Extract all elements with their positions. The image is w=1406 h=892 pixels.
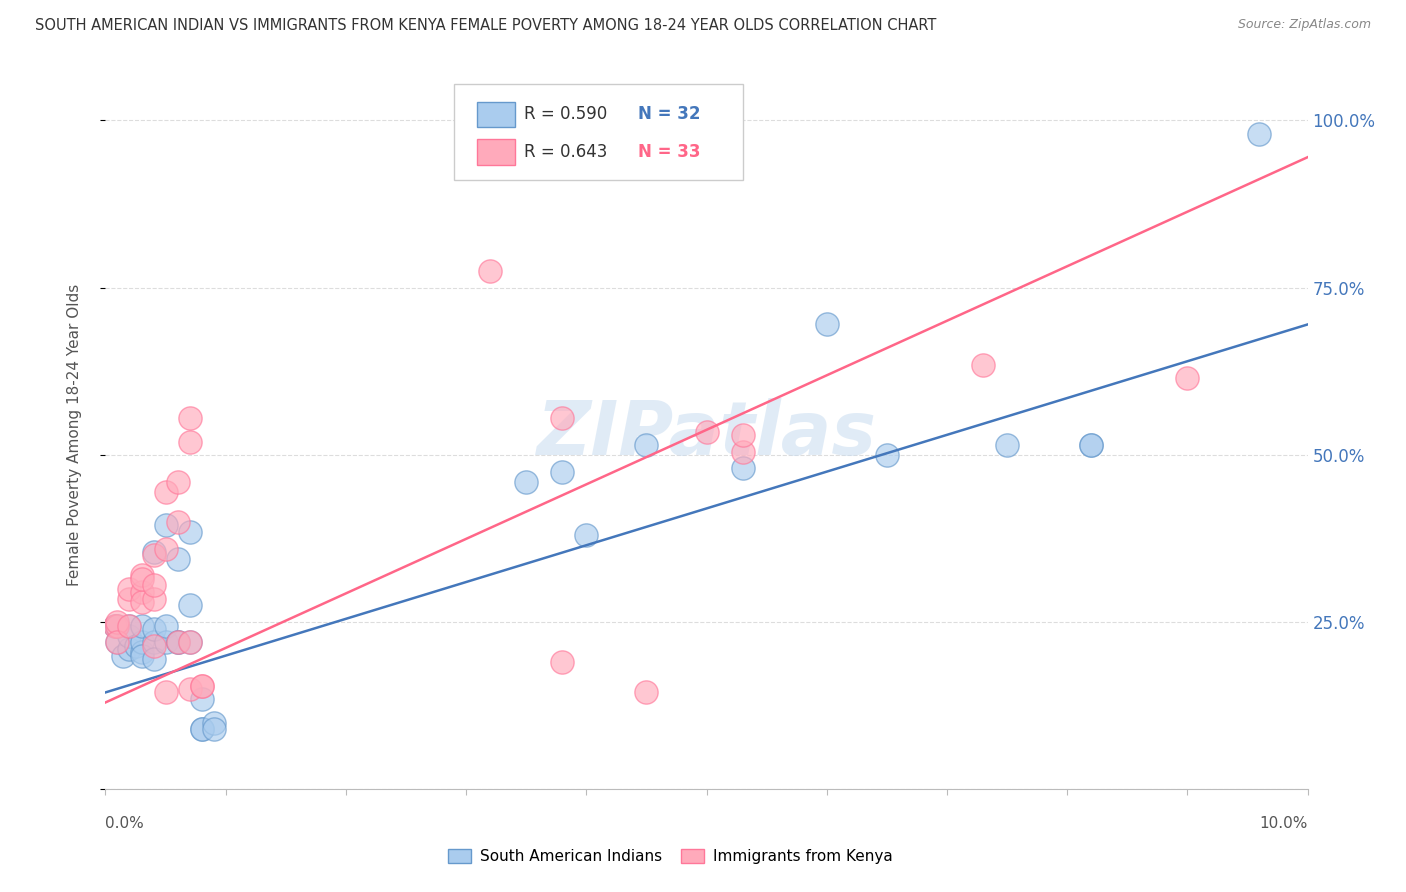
Point <box>179 434 201 449</box>
Point <box>179 682 201 697</box>
Point <box>104 618 127 632</box>
Point <box>131 648 153 663</box>
Point <box>142 578 165 592</box>
Point <box>155 541 177 556</box>
Point <box>731 461 754 475</box>
Point <box>190 723 212 737</box>
Point <box>166 551 188 566</box>
Point <box>118 618 141 632</box>
Point <box>479 264 502 278</box>
Point <box>179 524 201 539</box>
Point <box>972 358 994 372</box>
Point <box>731 428 754 442</box>
Text: Source: ZipAtlas.com: Source: ZipAtlas.com <box>1237 18 1371 31</box>
Point <box>636 438 658 452</box>
Point <box>118 582 141 596</box>
Point <box>131 585 153 599</box>
Point <box>179 411 201 425</box>
Text: R = 0.590: R = 0.590 <box>524 105 607 123</box>
Point <box>107 618 129 632</box>
Point <box>179 635 201 649</box>
Point <box>166 635 188 649</box>
Point <box>107 618 129 632</box>
Point <box>876 448 898 462</box>
Point <box>551 411 574 425</box>
Point <box>107 615 129 630</box>
FancyBboxPatch shape <box>477 102 516 127</box>
Point <box>142 545 165 559</box>
Point <box>1080 438 1102 452</box>
Point <box>107 635 129 649</box>
Point <box>124 639 146 653</box>
Point <box>166 475 188 489</box>
Point <box>190 679 212 693</box>
Point <box>118 629 141 643</box>
Point <box>179 635 201 649</box>
FancyBboxPatch shape <box>477 139 516 165</box>
Point <box>190 692 212 706</box>
FancyBboxPatch shape <box>454 84 742 179</box>
Point <box>142 622 165 636</box>
Point <box>166 515 188 529</box>
Point <box>696 425 718 439</box>
Point <box>202 723 225 737</box>
Point <box>155 618 177 632</box>
Point <box>166 635 188 649</box>
Point <box>190 679 212 693</box>
Y-axis label: Female Poverty Among 18-24 Year Olds: Female Poverty Among 18-24 Year Olds <box>67 284 82 586</box>
Point <box>131 572 153 586</box>
Point <box>166 635 188 649</box>
Point <box>131 568 153 582</box>
Point <box>636 685 658 699</box>
Text: R = 0.643: R = 0.643 <box>524 143 607 161</box>
Point <box>190 723 212 737</box>
Point <box>515 475 537 489</box>
Point <box>155 518 177 533</box>
Point <box>575 528 598 542</box>
Point <box>995 438 1018 452</box>
Point <box>142 652 165 666</box>
Point <box>1249 127 1271 141</box>
Point <box>155 685 177 699</box>
Point <box>155 484 177 499</box>
Point <box>104 618 127 632</box>
Point <box>142 548 165 563</box>
Point <box>131 635 153 649</box>
Text: 0.0%: 0.0% <box>105 816 145 831</box>
Point <box>551 465 574 479</box>
Point <box>731 444 754 458</box>
Point <box>155 635 177 649</box>
Point <box>551 655 574 669</box>
Legend: South American Indians, Immigrants from Kenya: South American Indians, Immigrants from … <box>441 843 898 871</box>
Point <box>118 642 141 657</box>
Text: ZIPatlas: ZIPatlas <box>537 399 876 471</box>
Text: 10.0%: 10.0% <box>1260 816 1308 831</box>
Point <box>118 591 141 606</box>
Point <box>107 635 129 649</box>
Point <box>202 715 225 730</box>
Point <box>142 639 165 653</box>
Point <box>131 595 153 609</box>
Text: SOUTH AMERICAN INDIAN VS IMMIGRANTS FROM KENYA FEMALE POVERTY AMONG 18-24 YEAR O: SOUTH AMERICAN INDIAN VS IMMIGRANTS FROM… <box>35 18 936 33</box>
Text: N = 33: N = 33 <box>638 143 700 161</box>
Point <box>142 591 165 606</box>
Point <box>1080 438 1102 452</box>
Point <box>131 645 153 659</box>
Point <box>142 635 165 649</box>
Point <box>1175 371 1198 385</box>
Point <box>815 318 838 332</box>
Point <box>118 618 141 632</box>
Point <box>112 648 135 663</box>
Text: N = 32: N = 32 <box>638 105 700 123</box>
Point <box>131 618 153 632</box>
Point <box>179 599 201 613</box>
